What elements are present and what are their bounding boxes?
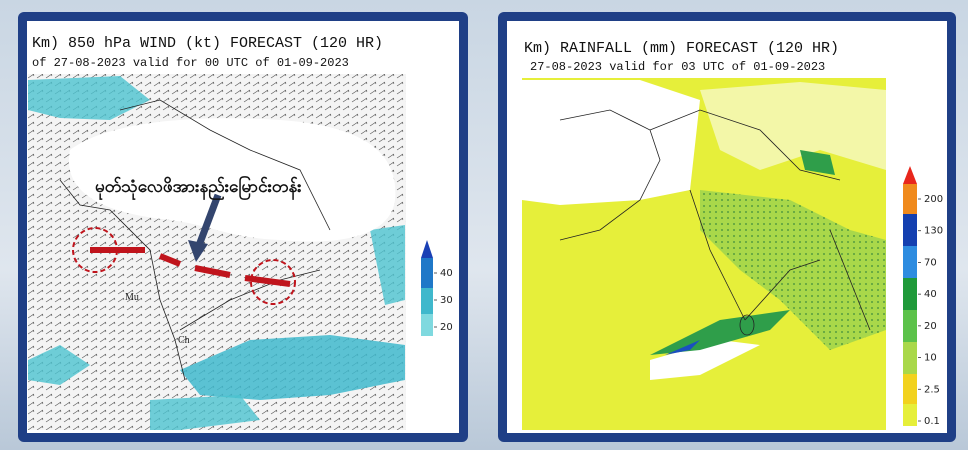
colorbar-label: 2.5 xyxy=(924,384,940,395)
colorbar-segment xyxy=(421,314,433,336)
highlight-circle xyxy=(72,227,118,273)
colorbar-label: 30 xyxy=(440,295,453,306)
wind-map: Mu Ch မုတ်သုံလေဖိအားနည်းမြောင်းတန်း xyxy=(28,74,406,430)
colorbar-label: 130 xyxy=(924,226,943,237)
colorbar-label: 10 xyxy=(924,353,937,364)
colorbar-segment xyxy=(421,258,433,288)
colorbar-segment xyxy=(903,374,917,404)
colorbar-label: 70 xyxy=(924,257,937,268)
colorbar-segment xyxy=(903,184,917,214)
rain-subtitle: 27-08-2023 valid for 03 UTC of 01-09-202… xyxy=(530,60,825,74)
rain-title: Km) RAINFALL (mm) FORECAST (120 HR) xyxy=(524,40,839,57)
colorbar-segment xyxy=(903,278,917,310)
dry-zone xyxy=(650,340,760,380)
colorbar-cap xyxy=(903,166,917,184)
colorbar-segment xyxy=(903,310,917,342)
border-lines xyxy=(559,109,871,331)
colorbar-label: 40 xyxy=(440,268,453,279)
wind-shade xyxy=(28,76,150,120)
dry-zone xyxy=(522,80,700,205)
arrow-head xyxy=(188,240,208,262)
very-heavy-rain xyxy=(665,340,700,355)
heavy-rain xyxy=(650,310,790,355)
wind-shade xyxy=(180,335,405,400)
colorbar-segment xyxy=(903,342,917,374)
colorbar-cap xyxy=(421,240,433,258)
heavy-rain xyxy=(700,190,886,350)
wind-title: Km) 850 hPa WIND (kt) FORECAST (120 HR) xyxy=(32,35,383,52)
heavy-rain xyxy=(800,150,835,175)
colorbar-segment xyxy=(903,246,917,278)
light-rain xyxy=(700,82,886,170)
place-label: Ch xyxy=(178,335,190,346)
colorbar-segment xyxy=(421,288,433,314)
rain-colorbar: 200 130 70 40 20 10 2.5 0.1 xyxy=(903,166,943,427)
wind-panel: Km) 850 hPa WIND (kt) FORECAST (120 HR) … xyxy=(18,12,468,442)
wind-subtitle: of 27-08-2023 valid for 00 UTC of 01-09-… xyxy=(32,56,349,70)
wind-shade xyxy=(150,395,260,430)
annotation: မုတ်သုံလေဖိအားနည်းမြောင်းတန်း xyxy=(95,174,302,201)
colorbar-label: 200 xyxy=(924,194,943,205)
colorbar-label: 40 xyxy=(924,289,937,300)
rain-panel: Km) RAINFALL (mm) FORECAST (120 HR) 27-0… xyxy=(498,12,956,442)
weak-wind-zone xyxy=(68,118,396,242)
border-lines xyxy=(59,99,331,381)
colorbar-segment xyxy=(903,214,917,246)
wind-colorbar: 40 30 20 xyxy=(421,240,453,336)
highlight-circle xyxy=(250,259,296,305)
wind-shade xyxy=(28,345,90,385)
place-label: Mu xyxy=(125,292,139,303)
arrow-shaft xyxy=(194,193,222,250)
colorbar-segment xyxy=(903,404,917,426)
colorbar-label: 20 xyxy=(924,321,937,332)
wind-shade xyxy=(370,225,405,305)
colorbar-label: 20 xyxy=(440,322,453,333)
colorbar-label: 0.1 xyxy=(924,416,940,427)
rain-map xyxy=(522,78,886,430)
island-outline xyxy=(739,314,755,336)
